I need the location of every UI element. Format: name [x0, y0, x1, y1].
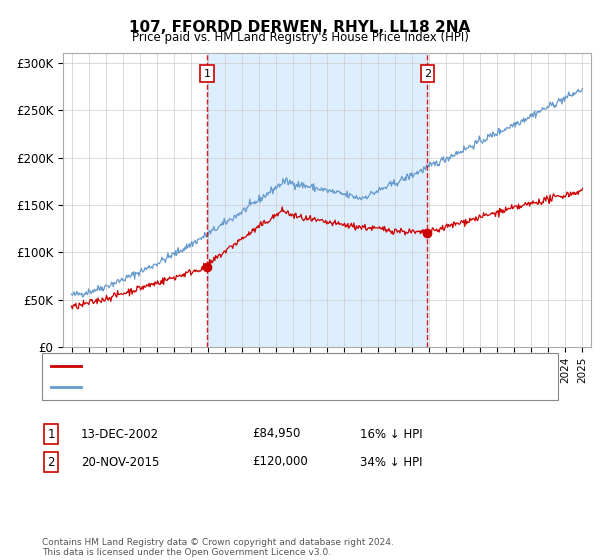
Text: Contains HM Land Registry data © Crown copyright and database right 2024.
This d: Contains HM Land Registry data © Crown c…	[42, 538, 394, 557]
Text: 2: 2	[47, 455, 55, 469]
Text: 1: 1	[203, 69, 211, 79]
Text: 1: 1	[47, 427, 55, 441]
Text: 107, FFORDD DERWEN, RHYL, LL18 2NA (detached house): 107, FFORDD DERWEN, RHYL, LL18 2NA (deta…	[85, 361, 410, 371]
Text: 20-NOV-2015: 20-NOV-2015	[81, 455, 160, 469]
Text: HPI: Average price, detached house, Denbighshire: HPI: Average price, detached house, Denb…	[85, 382, 366, 392]
Text: 2: 2	[424, 69, 431, 79]
Text: £84,950: £84,950	[252, 427, 301, 441]
Text: £120,000: £120,000	[252, 455, 308, 469]
Text: Price paid vs. HM Land Registry's House Price Index (HPI): Price paid vs. HM Land Registry's House …	[131, 31, 469, 44]
Text: 34% ↓ HPI: 34% ↓ HPI	[360, 455, 422, 469]
Text: 16% ↓ HPI: 16% ↓ HPI	[360, 427, 422, 441]
Text: 13-DEC-2002: 13-DEC-2002	[81, 427, 159, 441]
Bar	[207, 53, 427, 347]
Text: 107, FFORDD DERWEN, RHYL, LL18 2NA: 107, FFORDD DERWEN, RHYL, LL18 2NA	[130, 20, 470, 35]
